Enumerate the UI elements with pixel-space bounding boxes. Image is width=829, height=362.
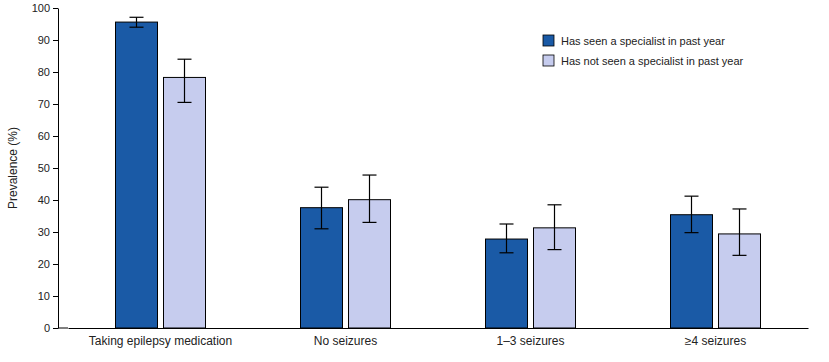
y-tick-label: 30 (38, 226, 50, 238)
legend-swatch (543, 35, 554, 46)
y-tick: 0 (44, 322, 58, 334)
error-bar-cap (500, 252, 514, 253)
y-tick-label: 40 (38, 194, 50, 206)
y-axis-title: Prevalence (%) (6, 127, 20, 209)
y-tick: 50 (38, 162, 58, 174)
y-tick: 80 (38, 66, 58, 78)
y-tick-label: 10 (38, 290, 50, 302)
legend-label: Has seen a specialist in past year (561, 35, 725, 47)
y-tick-mark (53, 232, 58, 233)
y-axis: 0 10 20 30 40 50 60 70 80 90 100 (32, 2, 59, 334)
error-bar (548, 205, 562, 250)
error-bar-cap (685, 232, 699, 233)
y-tick-label: 50 (38, 162, 50, 174)
y-tick: 20 (38, 258, 58, 270)
y-tick-label: 80 (38, 66, 50, 78)
error-bar-cap (130, 27, 144, 28)
error-bar (130, 17, 144, 27)
plot: 0 10 20 30 40 50 60 70 80 90 100 Taking epilepsy me… (32, 2, 809, 348)
x-axis-line (69, 328, 809, 329)
error-bar-cap (548, 249, 562, 250)
y-tick: 90 (38, 34, 58, 46)
y-tick-mark (53, 40, 58, 41)
legend-swatch (543, 55, 554, 66)
error-bar-cap (130, 17, 144, 18)
y-tick-label: 60 (38, 130, 50, 142)
legend-item: Has not seen a specialist in past year (543, 55, 744, 67)
bar (164, 77, 206, 328)
error-bar-stem (554, 205, 555, 250)
error-bar-stem (506, 224, 507, 253)
x-tick-label: No seizures (314, 334, 377, 348)
x-axis: Taking epilepsy medication No seizures 1–3… (69, 328, 809, 348)
series (164, 59, 761, 328)
y-tick-mark (53, 328, 58, 329)
x-tick: No seizures (314, 328, 377, 348)
y-tick-label: 90 (38, 34, 50, 46)
error-bar-cap (733, 208, 747, 209)
legend-item: Has seen a specialist in past year (543, 35, 725, 47)
y-tick: 40 (38, 194, 58, 206)
error-bar-cap (548, 204, 562, 205)
error-bar (315, 187, 329, 229)
x-tick-label: Taking epilepsy medication (89, 334, 232, 348)
error-bar (500, 224, 514, 253)
y-tick-mark (53, 200, 58, 201)
x-tick-label: 1–3 seizures (496, 334, 564, 348)
baseline (58, 328, 68, 329)
error-bar-cap (685, 196, 699, 197)
legend: Has seen a specialist in past year Has no… (543, 35, 744, 67)
error-bar-cap (315, 187, 329, 188)
y-tick: 70 (38, 98, 58, 110)
error-bar (733, 209, 747, 255)
error-bar-stem (321, 187, 322, 229)
y-tick-mark (53, 168, 58, 169)
x-tick: Taking epilepsy medication (89, 328, 232, 348)
y-tick-label: 20 (38, 258, 50, 270)
error-bar (685, 196, 699, 232)
error-bar-stem (691, 196, 692, 232)
y-tick-mark (53, 296, 58, 297)
legend-label: Has not seen a specialist in past year (561, 55, 744, 67)
marks (116, 17, 761, 328)
y-tick-mark (53, 72, 58, 73)
y-tick-mark (53, 136, 58, 137)
x-tick-label: ≥4 seizures (685, 334, 746, 348)
y-tick: 100 (32, 2, 58, 14)
error-bar-stem (184, 59, 185, 102)
bar (116, 22, 158, 328)
y-tick-label: 70 (38, 98, 50, 110)
y-tick: 30 (38, 226, 58, 238)
error-bar-cap (363, 222, 377, 223)
error-bar-cap (178, 102, 192, 103)
error-bar-cap (178, 59, 192, 60)
error-bar-stem (136, 17, 137, 27)
y-tick-mark (53, 8, 58, 9)
error-bar-cap (500, 223, 514, 224)
y-tick-mark (53, 104, 58, 105)
y-tick: 60 (38, 130, 58, 142)
x-tick: 1–3 seizures (496, 328, 564, 348)
y-tick-mark (53, 264, 58, 265)
error-bar-cap (315, 228, 329, 229)
error-bar (178, 59, 192, 102)
y-tick-label: 0 (44, 322, 50, 334)
error-bar-cap (733, 255, 747, 256)
y-axis-line (58, 9, 59, 329)
y-tick: 10 (38, 290, 58, 302)
x-tick: ≥4 seizures (685, 328, 746, 348)
error-bar-stem (739, 209, 740, 255)
error-bar-stem (369, 175, 370, 222)
error-bar (363, 175, 377, 222)
y-tick-label: 100 (32, 2, 50, 14)
error-bar-cap (363, 174, 377, 175)
bar (486, 239, 528, 328)
chart: 0 10 20 30 40 50 60 70 80 90 100 Taking epilepsy me… (0, 0, 829, 362)
